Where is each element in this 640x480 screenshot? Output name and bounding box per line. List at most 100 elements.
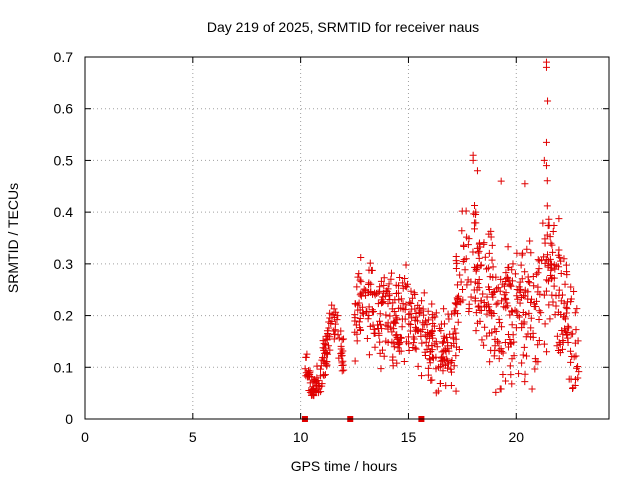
data-point: [366, 322, 374, 330]
data-point: [528, 295, 536, 303]
data-point: [406, 310, 414, 318]
data-point: [319, 344, 327, 352]
data-point: [424, 364, 432, 372]
data-point: [567, 358, 575, 366]
data-point: [447, 382, 455, 390]
data-point-peak: [469, 156, 477, 164]
data-point: [337, 327, 345, 335]
data-point: [320, 340, 328, 348]
data-point: [384, 338, 392, 346]
data-point: [484, 264, 492, 272]
data-point: [534, 283, 542, 291]
data-point: [379, 298, 387, 306]
data-point: [370, 325, 378, 333]
data-point: [514, 311, 522, 319]
data-point: [543, 276, 551, 284]
data-point: [409, 333, 417, 341]
data-point: [447, 368, 455, 376]
data-point: [540, 340, 548, 348]
data-point: [504, 243, 512, 251]
data-point: [422, 338, 430, 346]
data-point: [365, 303, 373, 311]
data-point: [473, 244, 481, 252]
data-point: [525, 309, 533, 317]
data-point: [480, 298, 488, 306]
data-point: [338, 359, 346, 367]
data-point: [382, 287, 390, 295]
data-point: [434, 387, 442, 395]
data-point: [572, 375, 580, 383]
data-point: [523, 352, 531, 360]
data-point: [475, 254, 483, 262]
data-point: [459, 286, 467, 294]
data-point: [324, 342, 332, 350]
data-point: [399, 305, 407, 313]
data-point: [481, 323, 489, 331]
data-point: [502, 295, 510, 303]
data-point: [480, 341, 488, 349]
data-point: [454, 318, 462, 326]
data-point-peak: [542, 63, 550, 71]
data-point: [465, 235, 473, 243]
data-point: [313, 374, 321, 382]
data-point: [545, 215, 553, 223]
data-point: [457, 298, 465, 306]
data-point: [518, 294, 526, 302]
data-point: [551, 265, 559, 273]
data-point: [571, 339, 579, 347]
data-point: [351, 311, 359, 319]
data-point: [479, 290, 487, 298]
data-point: [401, 275, 409, 283]
y-tick-label: 0.4: [54, 204, 74, 220]
data-point: [492, 273, 500, 281]
data-point: [535, 307, 543, 315]
data-point: [498, 297, 506, 305]
data-point: [371, 343, 379, 351]
data-point: [555, 246, 563, 254]
data-point: [508, 308, 516, 316]
y-tick-label: 0.7: [54, 49, 74, 65]
data-point: [380, 282, 388, 290]
data-point: [492, 300, 500, 308]
data-point: [483, 302, 491, 310]
data-point: [478, 336, 486, 344]
data-point: [567, 283, 575, 291]
data-point: [366, 259, 374, 267]
data-point: [504, 273, 512, 281]
data-point: [450, 307, 458, 315]
data-point: [541, 320, 549, 328]
data-point: [555, 291, 563, 299]
data-point: [519, 351, 527, 359]
data-point: [486, 358, 494, 366]
data-point: [477, 306, 485, 314]
data-point: [374, 321, 382, 329]
data-point: [405, 340, 413, 348]
data-point: [474, 303, 482, 311]
data-point: [351, 328, 359, 336]
data-point: [496, 385, 504, 393]
data-point: [495, 339, 503, 347]
data-point: [450, 339, 458, 347]
data-point: [553, 332, 561, 340]
data-point: [540, 291, 548, 299]
data-point: [357, 289, 365, 297]
data-point-peak: [542, 138, 550, 146]
data-point: [469, 248, 477, 256]
data-point: [543, 231, 551, 239]
data-point: [483, 332, 491, 340]
data-point: [485, 249, 493, 257]
data-point: [556, 349, 564, 357]
data-point: [506, 362, 514, 370]
data-point: [516, 278, 524, 286]
data-point: [497, 275, 505, 283]
data-point: [476, 239, 484, 247]
data-point: [377, 277, 385, 285]
data-point: [390, 317, 398, 325]
data-point: [406, 298, 414, 306]
data-point: [402, 261, 410, 269]
data-point: [417, 332, 425, 340]
data-point: [357, 253, 365, 261]
data-point: [439, 361, 447, 369]
y-tick-label: 0.6: [54, 101, 74, 117]
data-point: [511, 270, 519, 278]
